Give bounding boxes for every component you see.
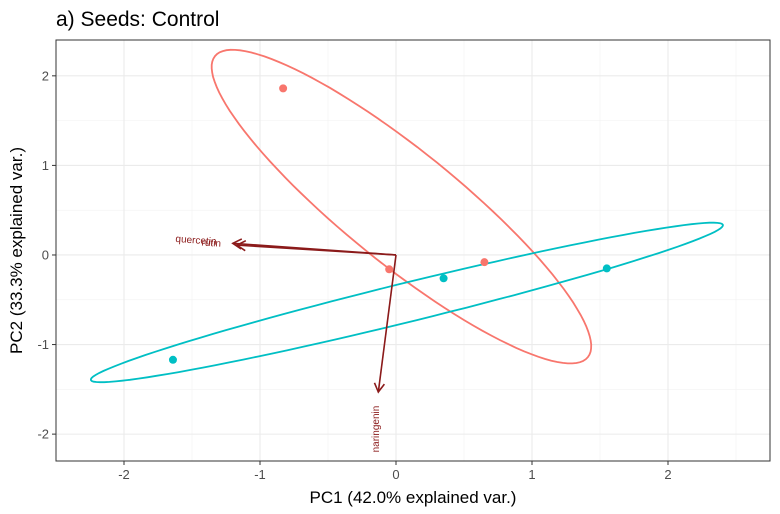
loading-arrowhead-rutin [235,239,247,252]
group-ellipses [89,48,724,384]
point-group-2 [168,355,177,364]
loading-arrow-naringenin [377,254,397,393]
x-axis-title: PC1 (42.0% explained var.) [310,488,517,507]
ellipse-group-1 [210,48,593,365]
x-tick-label: 0 [392,467,399,482]
loading-label-naringenin: naringenin [371,406,382,453]
y-axis: -2 -1 0 1 2 [37,68,56,442]
chart-title: a) Seeds: Control [56,8,219,31]
y-tick-label: 0 [42,247,49,262]
point-group-2 [602,264,611,273]
x-tick-label: 1 [528,467,535,482]
x-tick-label: -2 [118,467,130,482]
ellipse-group-2 [89,221,724,384]
point-group-2 [439,274,448,283]
loading-arrowhead-quercetin [231,238,243,250]
x-tick-label: -1 [254,467,266,482]
minor-gridlines [55,40,770,461]
loading-arrow-rutin [236,244,397,256]
plot-panel-background [56,40,770,461]
data-points [168,84,611,364]
x-tick-label: 2 [664,467,671,482]
loading-label-quercetin: quercetin [175,234,217,248]
y-tick-label: -2 [37,427,49,442]
y-axis-title: PC2 (33.3% explained var.) [7,147,26,354]
loading-label-rutin: rutin [201,238,221,250]
point-group-1 [279,84,288,93]
plot-panel-border [55,39,771,462]
loading-arrowhead-naringenin [373,382,386,394]
y-tick-label: 2 [42,68,49,83]
point-group-1 [480,258,489,267]
y-tick-label: -1 [37,337,49,352]
x-axis: -2 -1 0 1 2 [118,461,672,482]
y-tick-label: 1 [42,158,49,173]
point-group-1 [385,265,394,274]
